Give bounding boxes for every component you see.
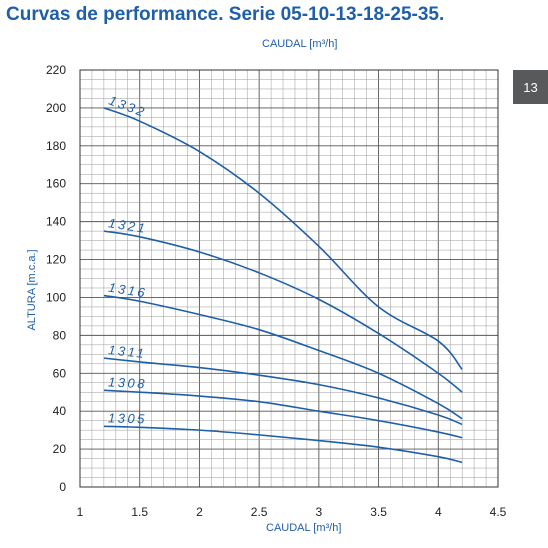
y-tick-label: 40 [53,404,67,418]
y-tick-label: 60 [53,366,67,380]
curve-label-1311: 1311 [108,342,147,361]
curve-label-1321: 1321 [107,215,148,236]
x-tick-label: 1.5 [131,505,148,519]
curve-1311 [103,357,463,426]
y-tick-label: 140 [46,215,66,229]
curve-1308 [103,389,463,439]
y-tick-label: 100 [46,290,66,304]
plot-frame [79,69,499,488]
x-tick-labels: 1 1.5 2 2.5 3 3.5 4 4.5 [77,505,507,519]
curve-label-1308: 1308 [108,374,148,391]
y-tick-label: 80 [53,328,67,342]
x-tick-label: 3 [316,505,323,519]
page-title: Curvas de performance. Serie 05-10-13-18… [6,4,445,25]
x-axis-label-bottom: CAUDAL [m³/h] [266,522,342,534]
curve-1321 [103,230,463,393]
x-tick-label: 2.5 [251,505,268,519]
y-tick-label: 220 [46,63,66,77]
curves [103,107,463,464]
x-tick-label: 4 [435,505,442,519]
curve-1316 [103,294,463,420]
y-tick-label: 20 [53,442,67,456]
y-tick-labels: 0 20 40 60 80 100 120 140 160 180 200 220 [46,63,66,494]
curve-1305 [103,425,463,464]
curve-1332 [103,107,463,370]
x-tick-label: 2 [196,505,203,519]
y-tick-label: 160 [46,177,66,191]
x-tick-label: 3.5 [370,505,387,519]
curve-label-1305: 1305 [108,410,147,426]
x-tick-label: 1 [77,505,84,519]
page-number-badge: 13 [513,70,548,104]
y-tick-label: 0 [59,480,66,494]
curve-label-1316: 1316 [107,280,148,301]
x-axis-label-top: CAUDAL [m³/h] [262,38,338,50]
y-tick-label: 180 [46,139,66,153]
y-tick-label: 200 [46,101,66,115]
y-tick-label: 120 [46,253,66,267]
x-tick-label: 4.5 [490,505,507,519]
grid [79,69,499,488]
